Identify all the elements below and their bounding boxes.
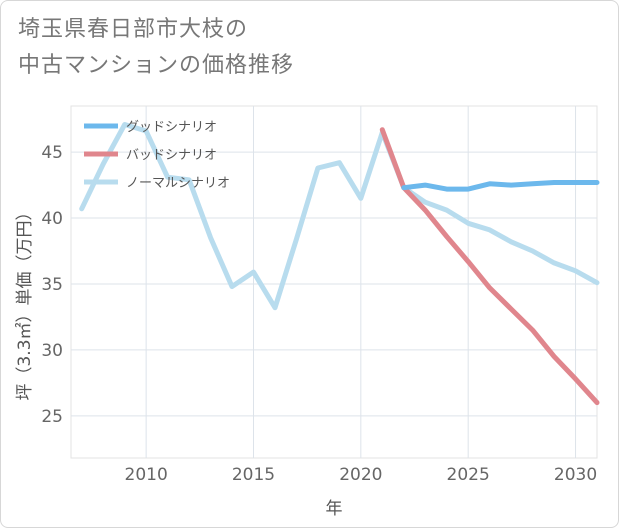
- x-axis-ticks: 2010 2015 2020 2025 2030: [125, 465, 598, 485]
- series-line-good: [401, 180, 600, 192]
- chart-title-line-2: 中古マンションの価格推移: [18, 53, 295, 78]
- y-axis-label: 坪（3.3㎡）単価（万円）: [15, 203, 35, 400]
- legend-label-normal: ノーマルシナリオ: [126, 176, 230, 191]
- series-lines: [79, 122, 600, 406]
- legend-label-bad: バッドシナリオ: [126, 148, 217, 163]
- legend-label-good: グッドシナリオ: [126, 120, 217, 135]
- y-tick-label-45: 45: [41, 143, 63, 163]
- chart-title: 埼玉県春日部市大枝の 中古マンションの価格推移: [18, 12, 294, 84]
- chart-title-line-1: 埼玉県春日部市大枝の: [18, 17, 249, 42]
- x-tick-label-2015: 2015: [232, 465, 275, 485]
- series-line-normal: [79, 122, 600, 311]
- x-tick-label-2025: 2025: [447, 465, 490, 485]
- y-tick-label-35: 35: [41, 275, 63, 295]
- y-tick-label-40: 40: [41, 209, 63, 229]
- y-tick-label-25: 25: [41, 407, 63, 427]
- y-tick-label-30: 30: [41, 341, 63, 361]
- x-axis-label: 年: [326, 499, 343, 519]
- x-tick-label-2030: 2030: [554, 465, 597, 485]
- y-axis-ticks: 25 30 35 40 45: [41, 143, 63, 427]
- x-tick-label-2010: 2010: [125, 465, 168, 485]
- gridlines: [71, 106, 597, 458]
- series-line-bad: [379, 127, 600, 406]
- x-tick-label-2020: 2020: [339, 465, 382, 485]
